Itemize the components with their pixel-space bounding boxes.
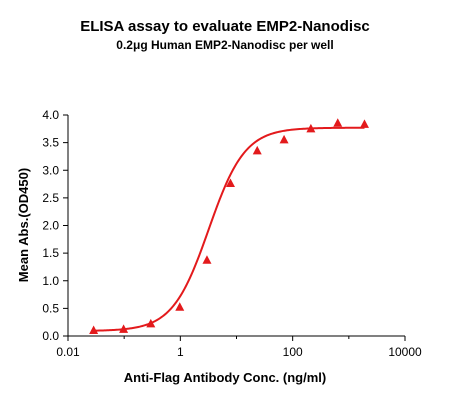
data-point — [202, 255, 212, 264]
data-point — [306, 123, 316, 133]
x-tick-label: 100 — [283, 345, 303, 359]
data-points — [89, 118, 369, 334]
y-tick-label: 0.0 — [42, 329, 59, 343]
data-point — [252, 145, 262, 155]
y-tick-label: 0.5 — [42, 301, 59, 315]
x-tick-label: 10000 — [388, 345, 422, 359]
y-tick-label: 2.0 — [42, 219, 59, 233]
fit-curve — [93, 126, 365, 332]
data-point — [333, 118, 343, 127]
y-tick-label: 1.5 — [42, 246, 59, 260]
data-point — [225, 178, 235, 188]
data-point — [89, 325, 99, 334]
x-tick-label: 0.01 — [56, 345, 80, 359]
x-axis-ticks: 0.01 1 100 10000 — [56, 336, 422, 359]
y-axis-label: Mean Abs.(OD450) — [16, 168, 31, 282]
data-point — [119, 324, 129, 333]
data-point — [279, 134, 289, 144]
y-tick-label: 4.0 — [42, 108, 59, 122]
data-point — [175, 302, 185, 311]
y-tick-label: 2.5 — [42, 191, 59, 205]
x-axis-label: Anti-Flag Antibody Conc. (ng/ml) — [124, 370, 326, 385]
data-point — [146, 318, 156, 328]
x-tick-label: 1 — [177, 345, 184, 359]
y-tick-label: 1.0 — [42, 274, 59, 288]
y-tick-label: 3.5 — [42, 136, 59, 150]
y-axis-ticks: 0.0 0.5 1.0 1.5 2.0 2.5 3.0 3.5 4.0 — [42, 108, 68, 343]
y-tick-label: 3.0 — [42, 163, 59, 177]
data-point — [359, 119, 369, 128]
chart-title: ELISA assay to evaluate EMP2-Nanodisc — [80, 18, 370, 35]
chart-subtitle: 0.2μg Human EMP2-Nanodisc per well — [116, 38, 333, 52]
